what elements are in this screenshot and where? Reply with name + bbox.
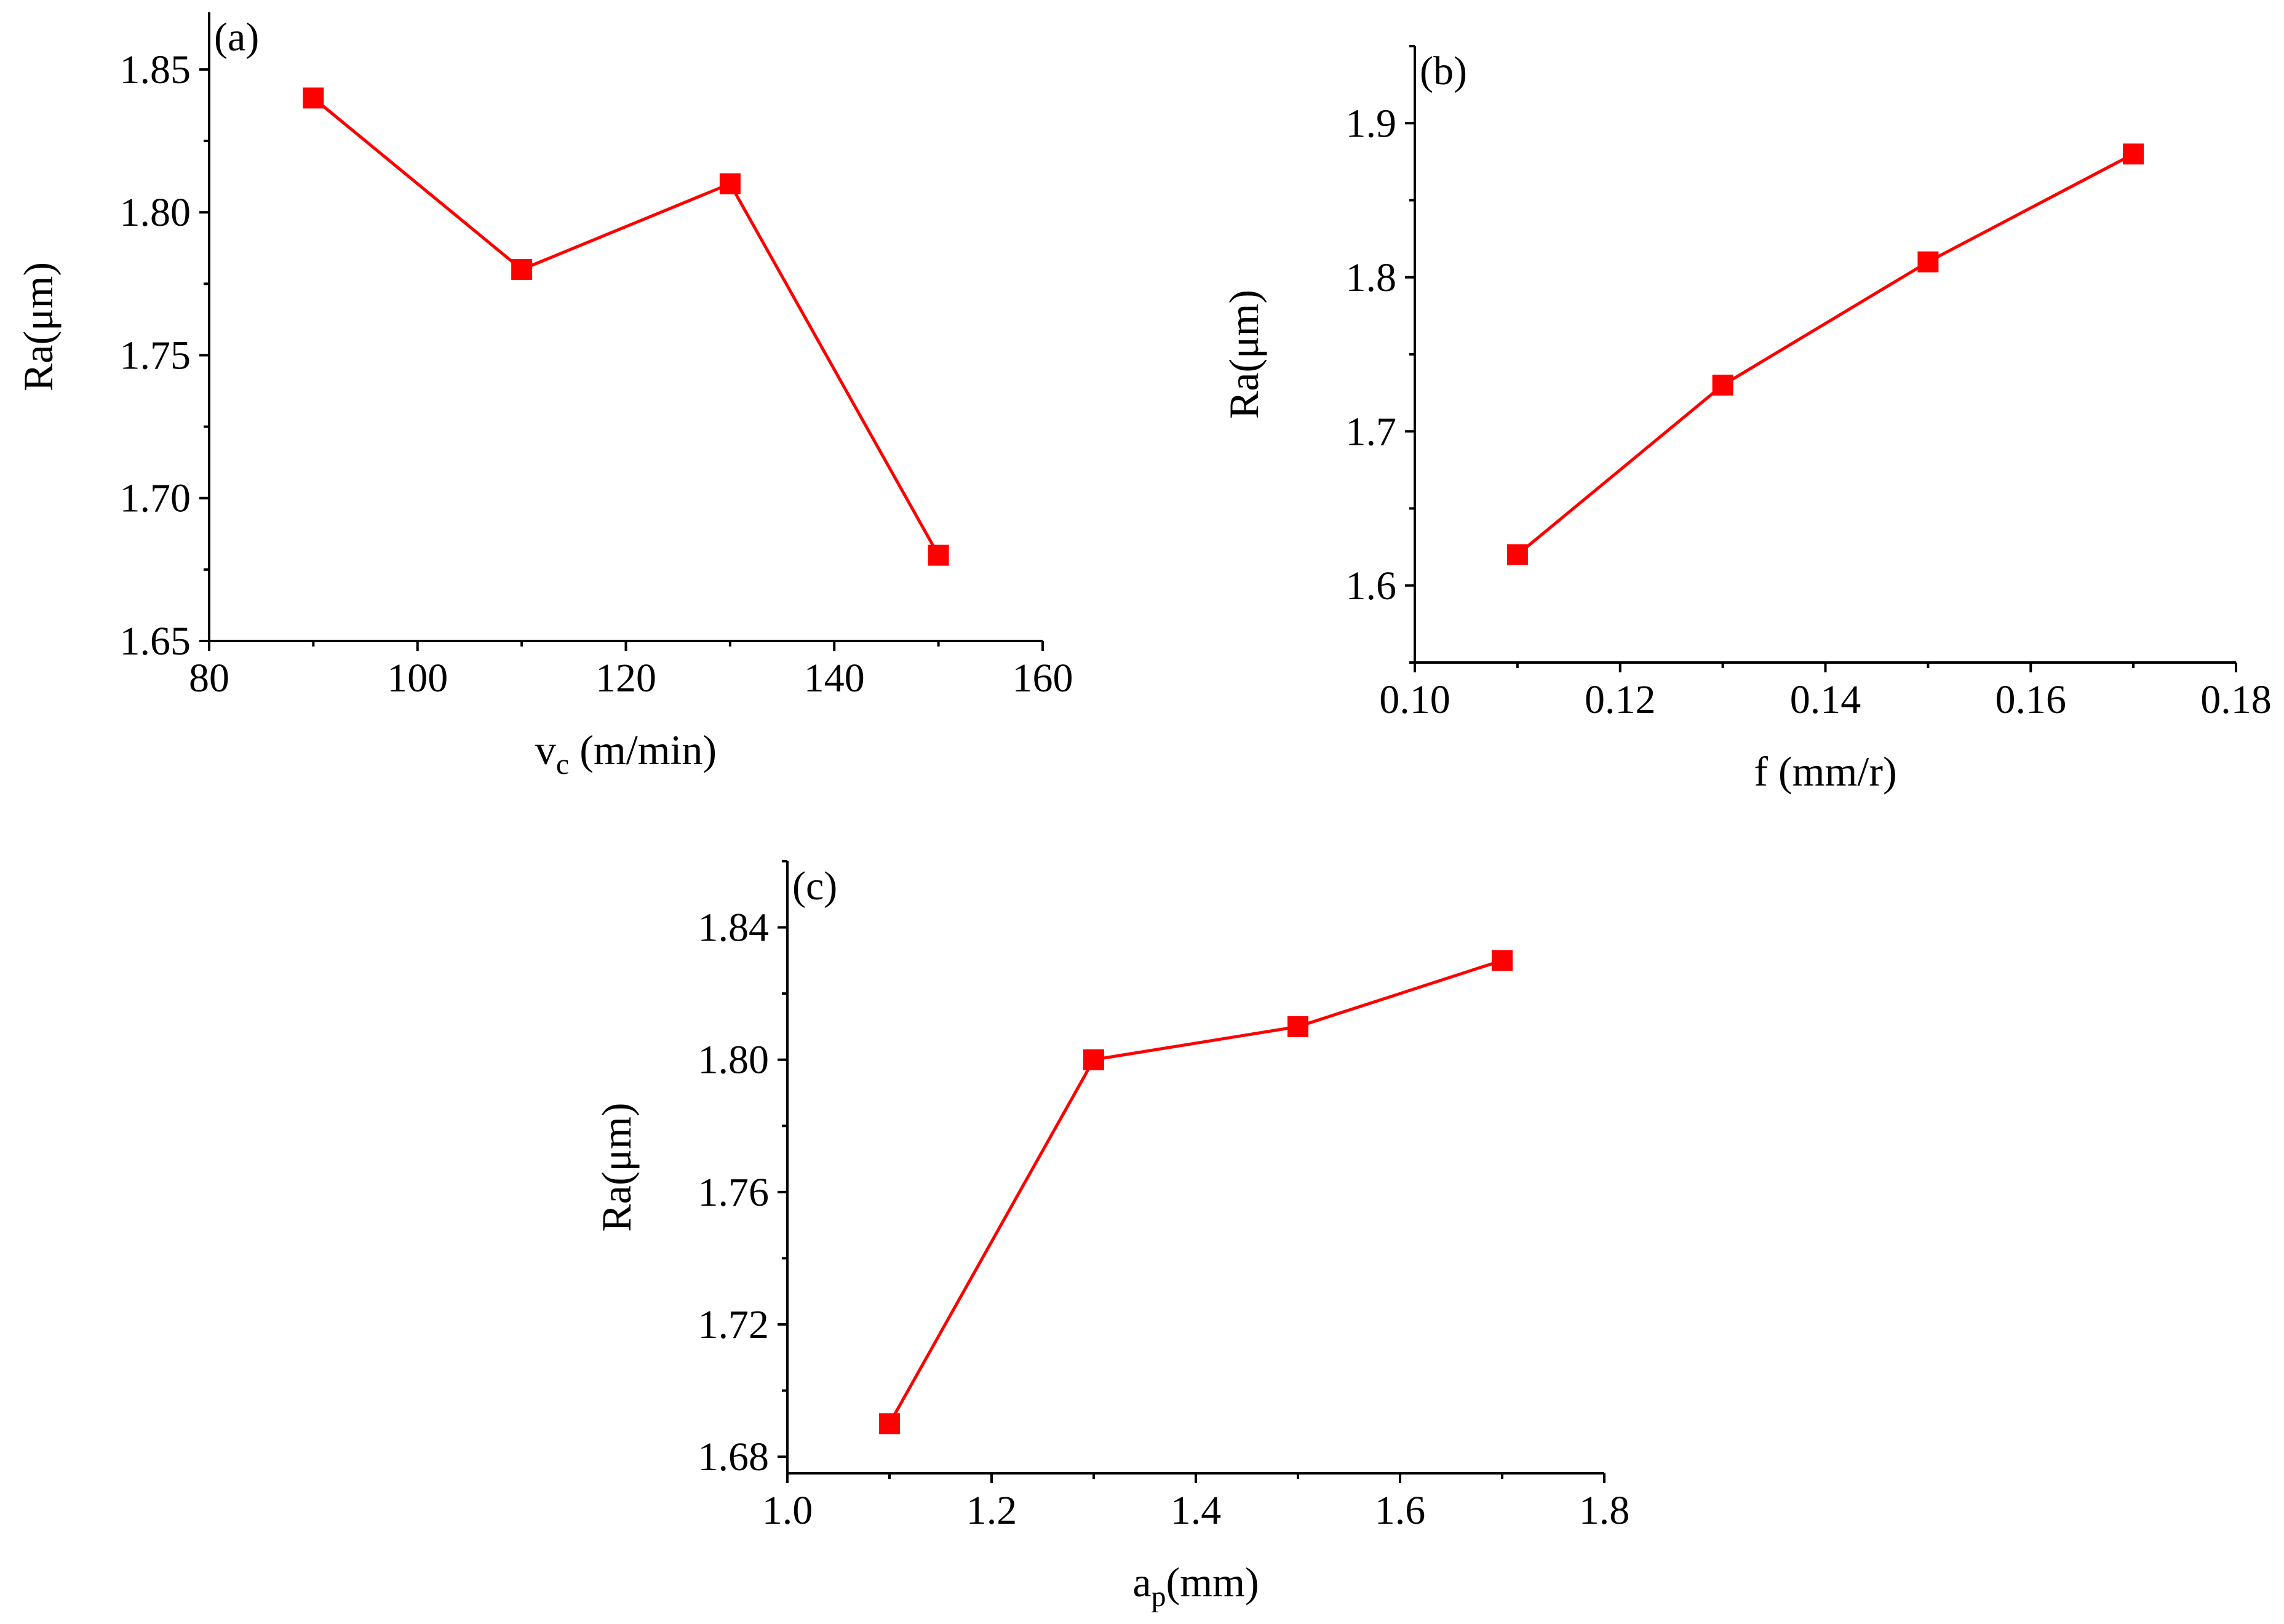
data-point: [928, 544, 949, 566]
x-tick-label: 1.8: [1579, 1488, 1630, 1533]
x-tick-label: 1.4: [1171, 1488, 1222, 1533]
y-tick-label: 1.85: [120, 47, 191, 92]
x-tick-label: 0.10: [1379, 677, 1450, 722]
x-tick-label: 80: [189, 656, 229, 701]
data-point: [1287, 1016, 1308, 1037]
data-point: [1506, 544, 1528, 565]
x-axis-label: vc (m/min): [535, 726, 717, 781]
data-point: [1083, 1049, 1104, 1070]
panel-label: (c): [792, 864, 837, 909]
y-tick-label: 1.70: [120, 476, 191, 521]
axes-frame: [208, 12, 1043, 642]
panel-b: 0.10 0.12 0.14 0.16 0.18 1.6 1.7 1.8 1.9 f (mm/r)…: [1220, 45, 2272, 795]
x-axis-label: ap(mm): [1132, 1559, 1259, 1613]
panel-label: (b): [1420, 49, 1467, 94]
y-tick-label: 1.80: [698, 1038, 770, 1083]
panel-c: 1.0 1.2 1.4 1.6 1.8 1.68 1.72 1.76 1.80 1.84 ap(mm…: [593, 860, 1630, 1613]
series-line: [312, 97, 940, 556]
data-point: [1492, 950, 1513, 971]
y-axis-label: Ra(μm): [1220, 290, 1267, 419]
y-tick-label: 1.75: [120, 333, 191, 378]
y-tick-label: 1.80: [120, 190, 191, 235]
x-tick-label: 1.0: [762, 1488, 813, 1533]
x-tick-label: 1.2: [966, 1488, 1017, 1533]
data-point: [1917, 251, 1939, 273]
x-tick-label: 0.12: [1585, 677, 1656, 722]
x-tick-label: 140: [804, 656, 865, 701]
panel-label: (a): [214, 15, 259, 60]
y-axis-label: Ra(μm): [593, 1102, 640, 1232]
x-tick-label: 1.6: [1375, 1488, 1426, 1533]
data-point: [879, 1413, 900, 1435]
series-line: [1516, 153, 2135, 556]
data-point: [719, 173, 741, 194]
series-line: [888, 958, 1503, 1425]
y-tick-label: 1.68: [698, 1435, 770, 1479]
x-tick-label: 0.16: [1996, 677, 2067, 722]
y-tick-label: 1.9: [1346, 101, 1397, 146]
y-tick-label: 1.84: [698, 906, 770, 950]
y-tick-label: 1.8: [1346, 255, 1397, 300]
x-tick-label: 0.18: [2200, 677, 2272, 722]
x-axis-label: f (mm/r): [1754, 748, 1896, 795]
axes-frame: [786, 861, 1604, 1475]
x-tick-label: 100: [387, 656, 448, 701]
y-tick-label: 1.7: [1346, 409, 1397, 454]
data-point: [1712, 375, 1733, 396]
y-tick-label: 1.72: [698, 1302, 770, 1347]
axes-frame: [1414, 46, 2236, 664]
panel-a: 80 100 120 140 160 1.65 1.70 1.75 1.80 1.85 vc (m/…: [15, 12, 1073, 781]
y-axis-label: Ra(μm): [15, 262, 62, 391]
data-point: [2123, 143, 2144, 165]
data-point: [511, 259, 533, 281]
x-tick-label: 160: [1013, 656, 1073, 701]
y-tick-label: 1.65: [120, 619, 191, 664]
y-tick-label: 1.76: [698, 1170, 770, 1215]
y-tick-label: 1.6: [1346, 563, 1397, 608]
data-point: [303, 87, 324, 109]
x-tick-label: 0.14: [1790, 677, 1861, 722]
x-tick-label: 120: [595, 656, 656, 701]
